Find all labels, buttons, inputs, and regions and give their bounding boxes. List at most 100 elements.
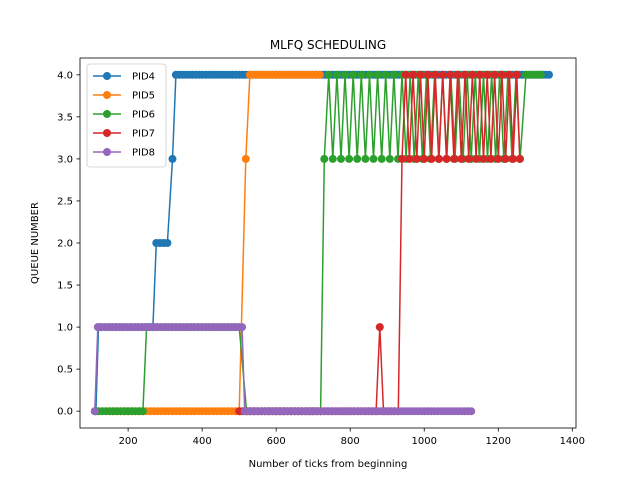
data-point	[345, 154, 354, 163]
data-point	[468, 70, 477, 79]
legend-item: PID6	[93, 110, 155, 121]
data-point	[365, 70, 374, 79]
data-point	[324, 70, 333, 79]
x-axis: 200 400 600 800 1000 1200 1400	[119, 428, 585, 447]
series-pid8	[90, 323, 476, 416]
x-tick-label: 800	[341, 436, 360, 447]
legend-marker	[103, 148, 111, 156]
data-point	[505, 70, 514, 79]
data-point	[461, 70, 469, 79]
legend-item: PID7	[93, 129, 155, 140]
data-point	[486, 154, 495, 163]
data-point	[512, 70, 521, 79]
data-point	[373, 70, 382, 79]
legend-item: PID4	[93, 72, 155, 83]
data-point	[412, 154, 421, 163]
data-point	[341, 70, 349, 79]
legend-label: PID8	[132, 148, 155, 159]
data-point	[377, 154, 386, 163]
data-point	[168, 154, 177, 163]
x-tick-label: 1000	[412, 436, 437, 447]
legend-label: PID5	[132, 91, 155, 102]
data-point	[446, 70, 455, 79]
chart-title: MLFQ SCHEDULING	[270, 38, 386, 52]
legend-marker	[103, 91, 111, 99]
data-point	[405, 154, 414, 163]
data-point	[475, 70, 484, 79]
y-tick-label: 3.5	[57, 112, 73, 123]
data-point	[420, 154, 429, 163]
legend-marker	[103, 72, 111, 80]
data-point	[361, 154, 370, 163]
y-tick-label: 3.0	[57, 154, 73, 165]
data-point	[438, 70, 447, 79]
data-point	[353, 154, 362, 163]
data-point	[449, 154, 458, 163]
data-point	[515, 154, 524, 163]
data-point	[401, 70, 410, 79]
x-axis-label: Number of ticks from beginning	[249, 459, 408, 470]
legend-item: PID8	[93, 148, 155, 159]
data-point	[337, 154, 345, 163]
data-point	[238, 323, 247, 332]
y-tick-label: 0.0	[57, 407, 73, 418]
data-point	[490, 70, 499, 79]
data-point	[375, 323, 384, 332]
data-point	[509, 154, 518, 163]
data-point	[536, 70, 545, 79]
data-point	[442, 154, 451, 163]
data-point	[494, 154, 503, 163]
data-point	[453, 70, 462, 79]
y-tick-label: 4.0	[57, 70, 73, 81]
data-point	[332, 70, 341, 79]
data-point	[479, 154, 488, 163]
data-point	[498, 70, 506, 79]
data-point	[545, 70, 553, 79]
y-tick-label: 0.5	[57, 365, 73, 376]
data-point	[320, 154, 329, 163]
data-point	[483, 70, 492, 79]
data-point	[472, 154, 481, 163]
data-point	[328, 154, 337, 163]
data-point	[457, 154, 466, 163]
y-tick-label: 2.5	[57, 196, 73, 207]
legend-label: PID6	[132, 110, 155, 121]
data-point	[416, 70, 425, 79]
data-point	[369, 154, 378, 163]
legend-label: PID7	[132, 129, 155, 140]
x-tick-label: 1400	[560, 436, 585, 447]
data-point	[464, 154, 473, 163]
data-point	[349, 70, 358, 79]
x-tick-label: 1200	[486, 436, 511, 447]
data-point	[315, 70, 324, 79]
plot-area	[90, 70, 553, 416]
legend-marker	[103, 110, 111, 118]
data-point	[501, 154, 510, 163]
data-point	[385, 154, 394, 163]
data-point	[431, 70, 440, 79]
legend-label: PID4	[132, 72, 155, 83]
data-point	[241, 154, 250, 163]
data-point	[381, 70, 390, 79]
data-point	[163, 239, 172, 247]
data-point	[398, 154, 406, 163]
data-point	[423, 70, 432, 79]
data-point	[467, 407, 476, 416]
legend-box	[86, 63, 167, 168]
data-point	[427, 154, 436, 163]
x-tick-label: 200	[119, 436, 138, 447]
data-point	[409, 70, 418, 79]
data-point	[389, 70, 398, 79]
y-axis-label: QUEUE NUMBER	[30, 202, 41, 284]
y-tick-label: 2.0	[57, 239, 73, 250]
y-tick-label: 1.5	[57, 281, 73, 292]
x-tick-label: 600	[267, 436, 286, 447]
y-tick-label: 1.0	[57, 323, 73, 334]
x-tick-label: 400	[193, 436, 212, 447]
data-point	[90, 407, 99, 416]
legend-item: PID5	[93, 91, 155, 102]
data-point	[357, 70, 366, 79]
data-point	[138, 407, 147, 416]
y-axis: 0.0 0.5 1.0 1.5 2.0 2.5 3.0 3.5 4.0	[57, 70, 80, 418]
